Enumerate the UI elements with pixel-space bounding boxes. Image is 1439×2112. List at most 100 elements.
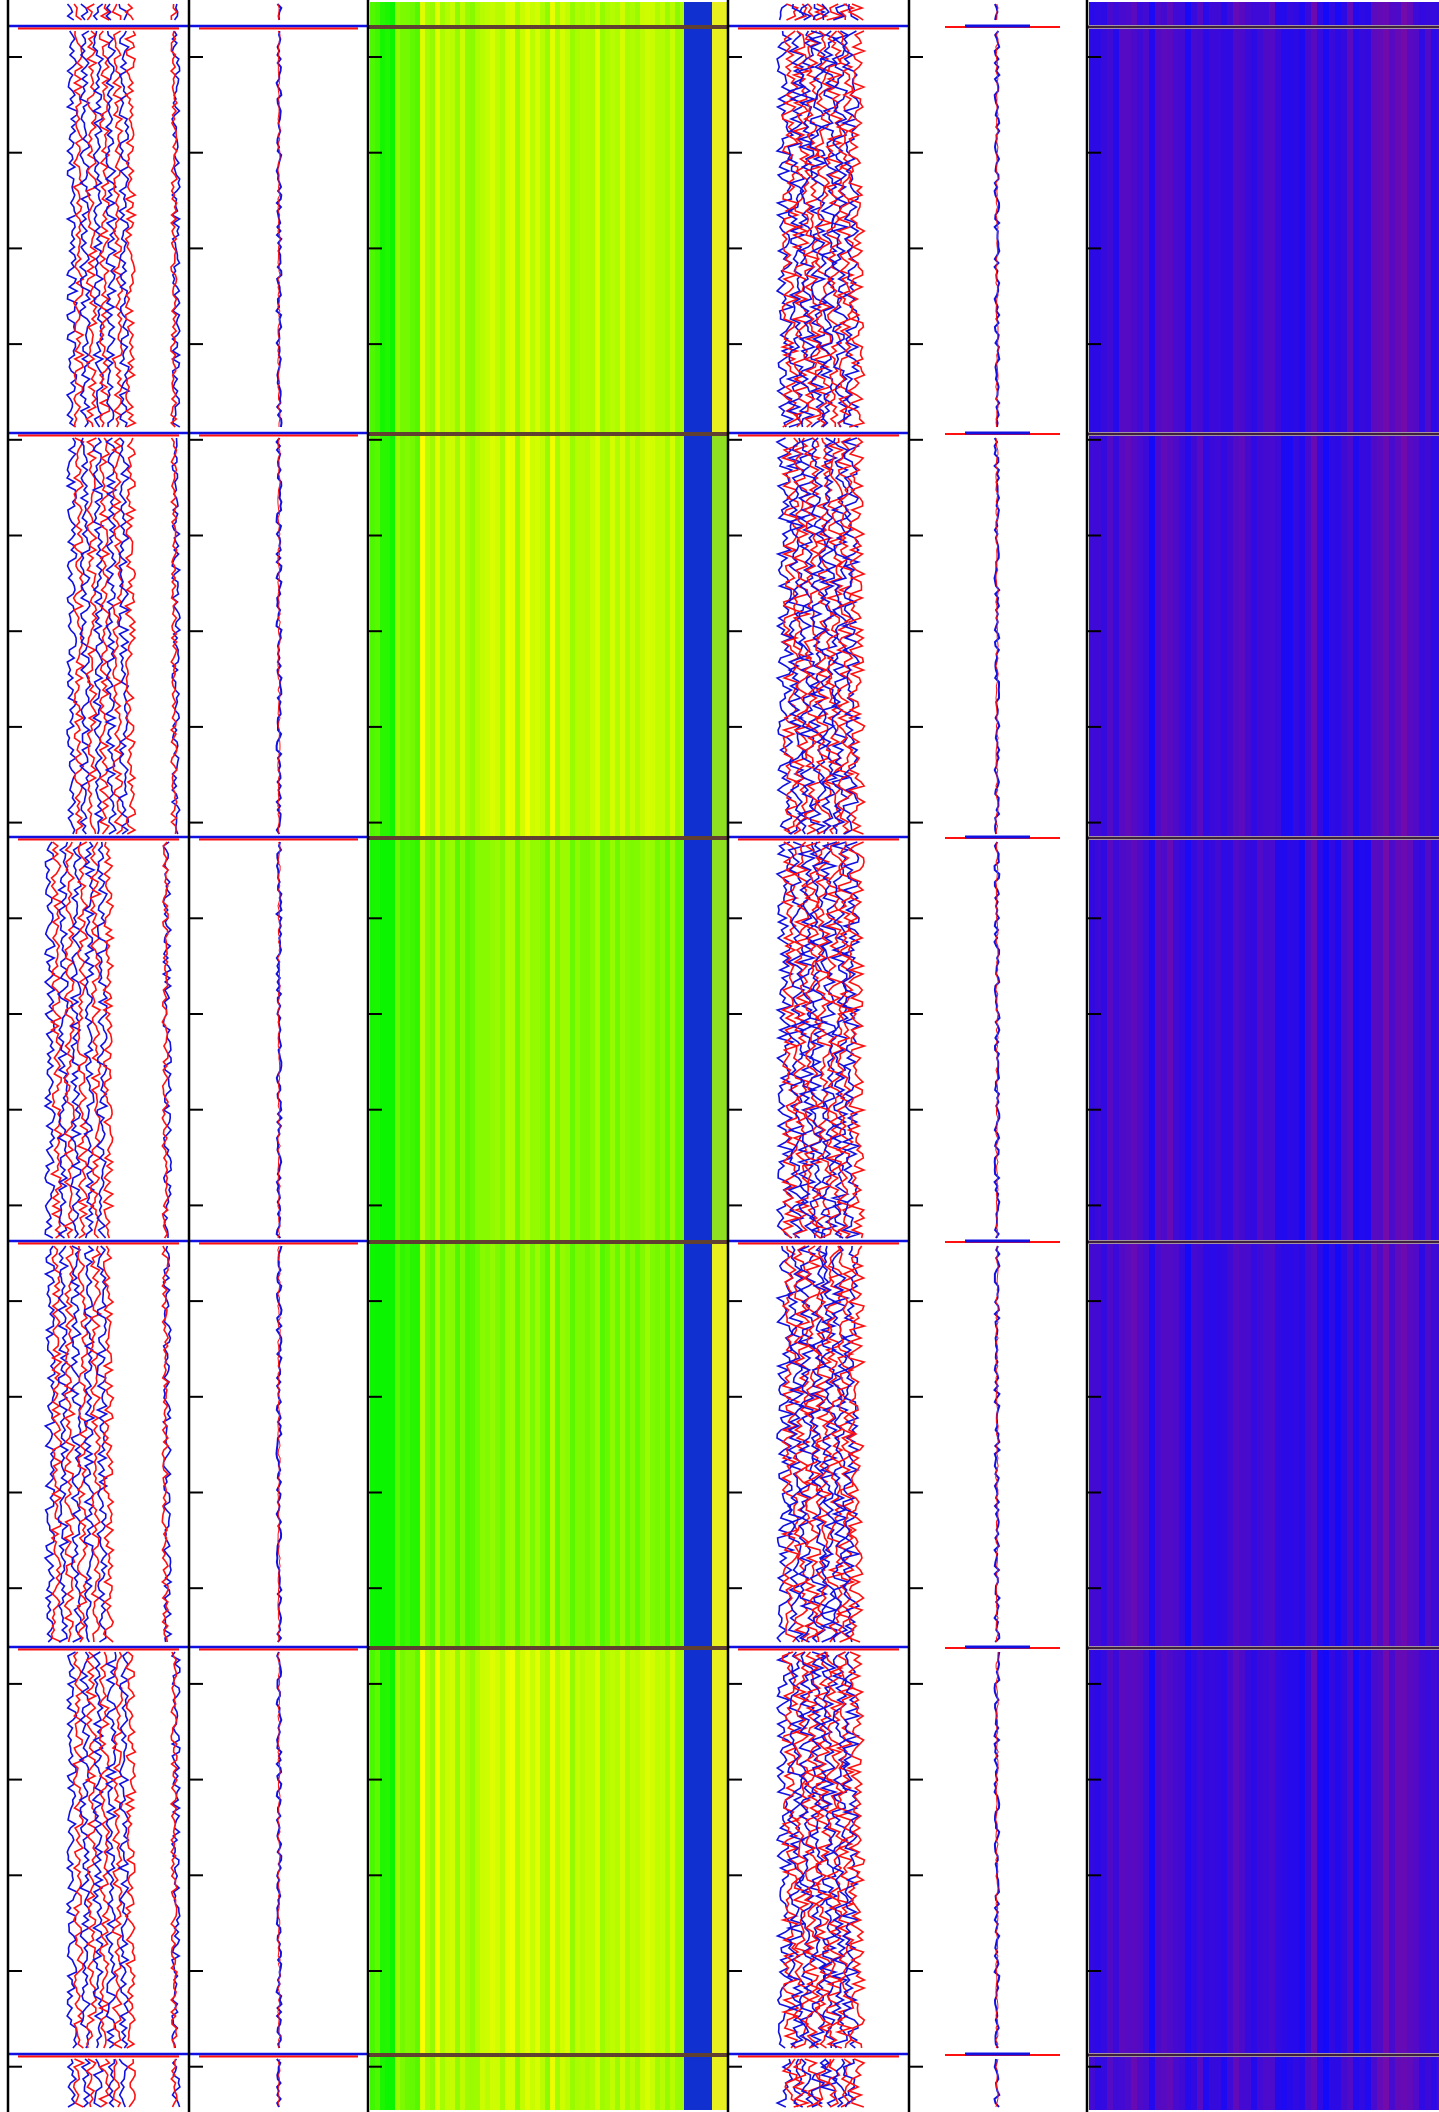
heat-column: [650, 1244, 656, 1646]
heat-column: [510, 29, 516, 432]
heat-column: [1155, 29, 1162, 432]
heat-column: [1233, 29, 1240, 432]
heat-column: [1131, 1650, 1138, 2053]
heat-column: [560, 436, 566, 836]
heat-column: [1257, 1244, 1264, 1646]
heat-column: [665, 840, 671, 1240]
heat-column: [1335, 2, 1342, 25]
heat-column: [415, 2, 421, 25]
heat-column: [680, 1244, 686, 1646]
heat-column: [1155, 2, 1162, 25]
heat-column: [605, 2057, 611, 2110]
heat-column: [580, 840, 586, 1240]
heat-column: [1287, 29, 1294, 432]
trace: [72, 30, 86, 428]
event-line: [1087, 1240, 1439, 1244]
heat-column: [615, 436, 621, 836]
heat-column: [675, 840, 681, 1240]
heat-column: [665, 2057, 671, 2110]
heat-column: [1275, 840, 1282, 1240]
heat-column: [1359, 2057, 1366, 2110]
heat-column: [620, 840, 626, 1240]
heat-column: [550, 840, 556, 1240]
trace: [102, 841, 116, 1239]
trace: [824, 1245, 846, 1643]
event-line: [1087, 25, 1439, 29]
heat-column: [1323, 840, 1330, 1240]
heat-column: [585, 1650, 591, 2053]
heat-column: [1401, 1650, 1408, 2053]
heat-column: [630, 1650, 636, 2053]
heat-column: [470, 2, 476, 25]
heat-column: [1239, 2057, 1246, 2110]
heat-column: [1437, 2, 1439, 25]
heat-column: [1377, 2057, 1384, 2110]
heat-column: [505, 2, 511, 25]
heat-column: [600, 840, 606, 1240]
heat-column: [555, 1650, 561, 2053]
heat-column: [1329, 1244, 1336, 1646]
heat-column: [1395, 29, 1402, 432]
heat-column: [1251, 29, 1258, 432]
heat-column: [1269, 1244, 1276, 1646]
heat-column: [390, 1244, 396, 1646]
heat-column: [410, 1244, 416, 1646]
heat-column: [670, 2057, 676, 2110]
heat-column: [390, 1650, 396, 2053]
heat-column: [590, 2, 596, 25]
heat-column: [565, 840, 571, 1240]
trace: [995, 2058, 999, 2108]
heat-column: [1221, 1650, 1228, 2053]
heat-column: [1113, 2, 1120, 25]
heat-column: [545, 2, 551, 25]
heat-column: [1101, 29, 1108, 432]
heat-column: [1143, 2057, 1150, 2110]
heat-column: [1197, 840, 1204, 1240]
heat-column: [655, 2, 661, 25]
trace: [82, 841, 96, 1239]
heat-column: [405, 1244, 411, 1646]
heat-column: [390, 2057, 396, 2110]
trace: [810, 2058, 827, 2108]
trace: [842, 2058, 857, 2108]
heat-column: [545, 436, 551, 836]
heat-column: [1107, 29, 1114, 432]
heat-column: [605, 436, 611, 836]
heat-column: [615, 1650, 621, 2053]
heat-column: [1437, 840, 1439, 1240]
heat-column: [1251, 436, 1258, 836]
heat-column: [1305, 436, 1312, 836]
trace: [95, 1245, 109, 1643]
heat-column: [1161, 1650, 1168, 2053]
heat-band: [684, 29, 712, 432]
heat-column: [425, 1244, 431, 1646]
trace: [91, 1651, 105, 2049]
heat-column: [375, 2057, 381, 2110]
heat-column: [525, 1244, 531, 1646]
heat-column: [635, 2057, 641, 2110]
heat-column: [1143, 436, 1150, 836]
heat-column: [440, 2057, 446, 2110]
heat-column: [485, 2057, 491, 2110]
heat-column: [1089, 2, 1096, 25]
heat-column: [530, 29, 536, 432]
heat-column: [390, 436, 396, 836]
heat-column: [540, 436, 546, 836]
heat-column: [505, 2057, 511, 2110]
heat-column: [1383, 29, 1390, 432]
trace: [786, 3, 800, 21]
trace: [161, 841, 170, 1239]
trace: [112, 2058, 122, 2108]
heat-column: [1389, 840, 1396, 1240]
heat-column: [370, 1244, 376, 1646]
trace: [775, 841, 796, 1239]
heat-column: [560, 2, 566, 25]
heat-column: [595, 436, 601, 836]
trace: [834, 1245, 856, 1643]
heat-column: [1317, 29, 1324, 432]
heat-column: [1425, 29, 1432, 432]
heat-column: [1173, 1650, 1180, 2053]
heat-column: [1299, 1650, 1306, 2053]
heat-band: [712, 436, 728, 836]
heat-column: [1269, 2057, 1276, 2110]
